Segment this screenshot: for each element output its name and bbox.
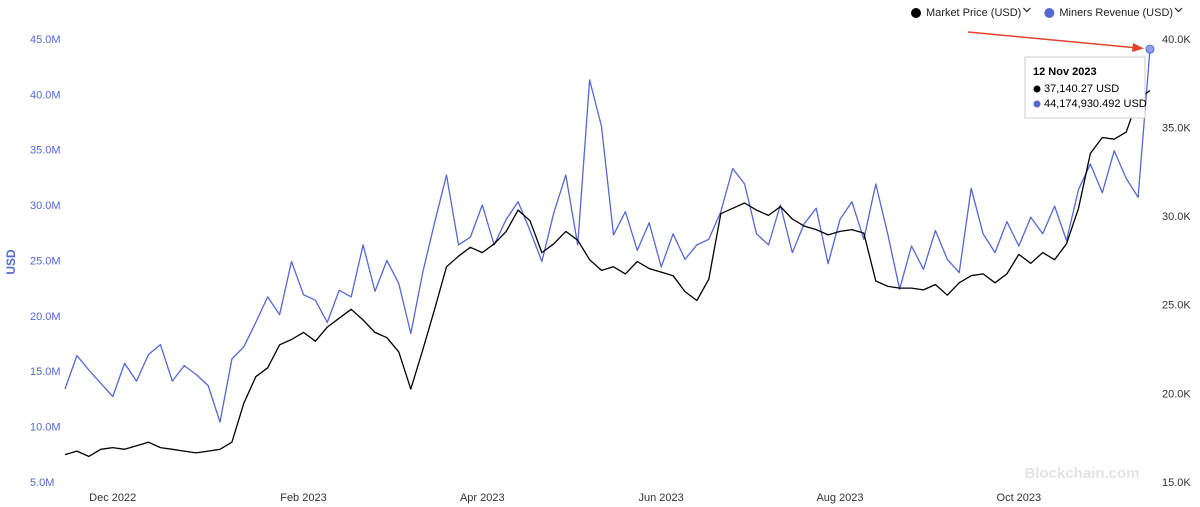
y2-tick-label: 25.0K [1162, 300, 1191, 312]
plot-area [64, 44, 1155, 458]
x-tick-label: Apr 2023 [460, 492, 505, 504]
y-tick-label: 15.0M [30, 366, 61, 378]
y2-tick-label: 35.0K [1162, 123, 1191, 135]
y-tick-label: 20.0M [30, 311, 61, 323]
tooltip-swatch [1033, 85, 1041, 93]
x-tick-label: Dec 2022 [89, 492, 136, 504]
x-tick-label: Feb 2023 [280, 492, 326, 504]
legend-label: Miners Revenue (USD) [1059, 7, 1173, 19]
y-tick-label: 30.0M [30, 200, 61, 212]
y2-tick-label: 30.0K [1162, 211, 1191, 223]
series-line [64, 90, 1151, 458]
annotation-arrow [967, 31, 1139, 49]
watermark: Blockchain.com [1024, 465, 1139, 482]
series-line [64, 49, 1151, 423]
legend-chevron [1022, 7, 1031, 13]
y-tick-label: 25.0M [30, 255, 61, 267]
y-tick-label: 40.0M [30, 89, 61, 101]
legend-swatch [1044, 8, 1055, 18]
tooltip-value: 44,174,930.492 USD [1044, 98, 1147, 110]
y-tick-label: 45.0M [30, 34, 61, 46]
y-axis-title: USD [4, 249, 18, 275]
y2-tick-label: 20.0K [1162, 388, 1191, 400]
x-tick-label: Oct 2023 [997, 492, 1042, 504]
hover-point [1145, 44, 1155, 54]
y-tick-label: 35.0M [30, 145, 61, 157]
legend-chevron [1174, 7, 1183, 13]
tooltip-swatch [1033, 100, 1041, 108]
y2-tick-label: 15.0K [1162, 477, 1191, 489]
legend: Market Price (USD) Miners Revenue (USD) [911, 7, 1183, 19]
x-tick-label: Jun 2023 [639, 492, 684, 504]
y-tick-label: 10.0M [30, 422, 61, 434]
tooltip-date: 12 Nov 2023 [1033, 66, 1097, 78]
tooltip-value: 37,140.27 USD [1044, 83, 1119, 95]
x-tick-label: Aug 2023 [816, 492, 863, 504]
tooltip-box [1024, 56, 1146, 119]
tooltip: 12 Nov 2023 37,140.27 USD 44,174,930.492… [1024, 56, 1147, 119]
y2-tick-label: 40.0K [1162, 34, 1191, 46]
legend-swatch [911, 8, 921, 18]
y-tick-label: 5.0M [30, 477, 54, 489]
legend-label: Market Price (USD) [926, 7, 1021, 19]
annotation-arrowhead [1132, 43, 1144, 52]
